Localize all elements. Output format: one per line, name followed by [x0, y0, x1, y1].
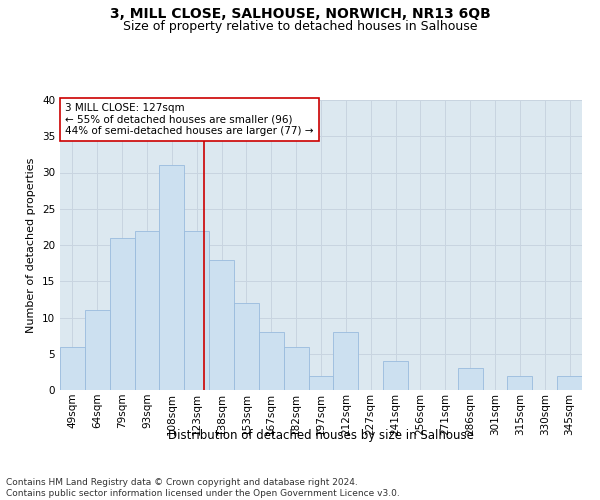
Bar — [60, 346, 85, 390]
Bar — [259, 332, 284, 390]
Bar — [284, 346, 308, 390]
Text: Distribution of detached houses by size in Salhouse: Distribution of detached houses by size … — [168, 430, 474, 442]
Bar — [508, 376, 532, 390]
Bar — [334, 332, 358, 390]
Bar — [234, 303, 259, 390]
Bar — [308, 376, 334, 390]
Y-axis label: Number of detached properties: Number of detached properties — [26, 158, 37, 332]
Bar — [85, 310, 110, 390]
Bar — [383, 361, 408, 390]
Bar — [134, 230, 160, 390]
Text: Size of property relative to detached houses in Salhouse: Size of property relative to detached ho… — [123, 20, 477, 33]
Bar — [557, 376, 582, 390]
Bar — [110, 238, 134, 390]
Bar — [160, 165, 184, 390]
Text: Contains HM Land Registry data © Crown copyright and database right 2024.
Contai: Contains HM Land Registry data © Crown c… — [6, 478, 400, 498]
Bar — [184, 230, 209, 390]
Bar — [209, 260, 234, 390]
Text: 3, MILL CLOSE, SALHOUSE, NORWICH, NR13 6QB: 3, MILL CLOSE, SALHOUSE, NORWICH, NR13 6… — [110, 8, 490, 22]
Text: 3 MILL CLOSE: 127sqm
← 55% of detached houses are smaller (96)
44% of semi-detac: 3 MILL CLOSE: 127sqm ← 55% of detached h… — [65, 103, 314, 136]
Bar — [458, 368, 482, 390]
